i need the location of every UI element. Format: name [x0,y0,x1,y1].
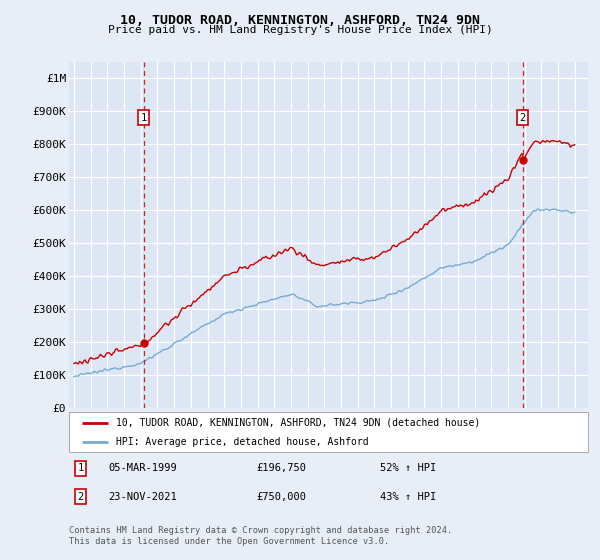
Text: Contains HM Land Registry data © Crown copyright and database right 2024.
This d: Contains HM Land Registry data © Crown c… [69,526,452,546]
Text: HPI: Average price, detached house, Ashford: HPI: Average price, detached house, Ashf… [116,437,368,447]
Text: 1: 1 [77,464,83,474]
Text: 05-MAR-1999: 05-MAR-1999 [108,464,176,474]
Text: 2: 2 [77,492,83,502]
Text: 1: 1 [140,113,147,123]
Text: £196,750: £196,750 [256,464,306,474]
Text: 10, TUDOR ROAD, KENNINGTON, ASHFORD, TN24 9DN: 10, TUDOR ROAD, KENNINGTON, ASHFORD, TN2… [120,14,480,27]
Text: 10, TUDOR ROAD, KENNINGTON, ASHFORD, TN24 9DN (detached house): 10, TUDOR ROAD, KENNINGTON, ASHFORD, TN2… [116,418,480,428]
Text: 2: 2 [520,113,526,123]
Text: £750,000: £750,000 [256,492,306,502]
Text: Price paid vs. HM Land Registry's House Price Index (HPI): Price paid vs. HM Land Registry's House … [107,25,493,35]
Text: 23-NOV-2021: 23-NOV-2021 [108,492,176,502]
Text: 43% ↑ HPI: 43% ↑ HPI [380,492,437,502]
Text: 52% ↑ HPI: 52% ↑ HPI [380,464,437,474]
